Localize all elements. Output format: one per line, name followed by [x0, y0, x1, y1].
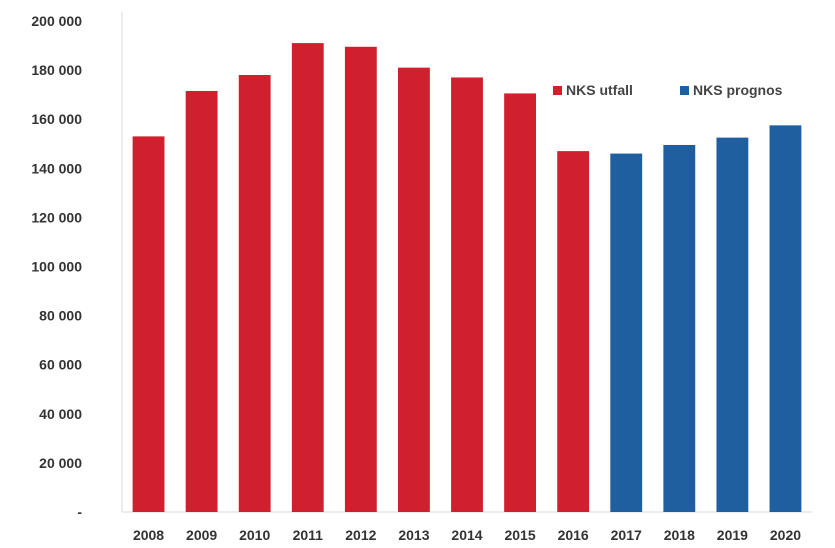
x-tick-label: 2012 — [345, 527, 376, 543]
x-tick-label: 2014 — [451, 527, 482, 543]
y-axis-ticks: - 20 000 40 000 60 000 80 000 100 000 120 000 1… — [31, 13, 82, 520]
y-tick-label: 100 000 — [31, 259, 82, 275]
bar-2020 — [769, 125, 802, 513]
y-tick-label: 120 000 — [31, 209, 82, 225]
y-tick-label: 200 000 — [31, 13, 82, 29]
bar-2008 — [132, 136, 165, 512]
y-tick-label: - — [77, 504, 82, 520]
x-tick-label: 2018 — [664, 527, 695, 543]
x-tick-label: 2017 — [611, 527, 642, 543]
bar-2011 — [291, 43, 324, 512]
x-tick-label: 2013 — [398, 527, 429, 543]
bar-2015 — [504, 93, 536, 513]
x-tick-label: 2011 — [293, 527, 324, 543]
y-tick-label: 140 000 — [31, 160, 82, 176]
x-tick-label: 2016 — [558, 527, 589, 543]
bar-2016 — [557, 151, 590, 513]
legend-swatch — [680, 86, 689, 95]
bar-2014 — [451, 77, 483, 512]
x-axis-ticks: 2008 2009 2010 2011 2012 2013 2014 2015 2016 2017… — [133, 527, 801, 543]
bars — [132, 43, 802, 513]
x-tick-label: 2010 — [239, 527, 270, 543]
legend: NKS utfall NKS prognos — [553, 82, 783, 98]
y-tick-label: 180 000 — [31, 62, 82, 78]
x-tick-label: 2008 — [133, 527, 164, 543]
y-tick-label: 40 000 — [39, 406, 82, 422]
bar-2017 — [610, 153, 643, 512]
bar-2009 — [185, 90, 218, 512]
y-tick-label: 60 000 — [39, 357, 82, 373]
x-tick-label: 2019 — [717, 527, 748, 543]
legend-swatch — [553, 86, 562, 95]
y-tick-label: 160 000 — [31, 111, 82, 127]
x-tick-label: 2015 — [504, 527, 535, 543]
y-tick-label: 80 000 — [39, 308, 82, 324]
legend-label: NKS utfall — [566, 82, 633, 98]
bar-2018 — [663, 144, 696, 513]
bar-2010 — [238, 75, 271, 512]
y-tick-label: 20 000 — [39, 455, 82, 471]
x-tick-label: 2020 — [770, 527, 801, 543]
bar-2013 — [398, 67, 430, 513]
legend-label: NKS prognos — [693, 82, 783, 98]
bar-2012 — [344, 46, 377, 513]
bar-2019 — [716, 137, 749, 513]
x-tick-label: 2009 — [186, 527, 217, 543]
